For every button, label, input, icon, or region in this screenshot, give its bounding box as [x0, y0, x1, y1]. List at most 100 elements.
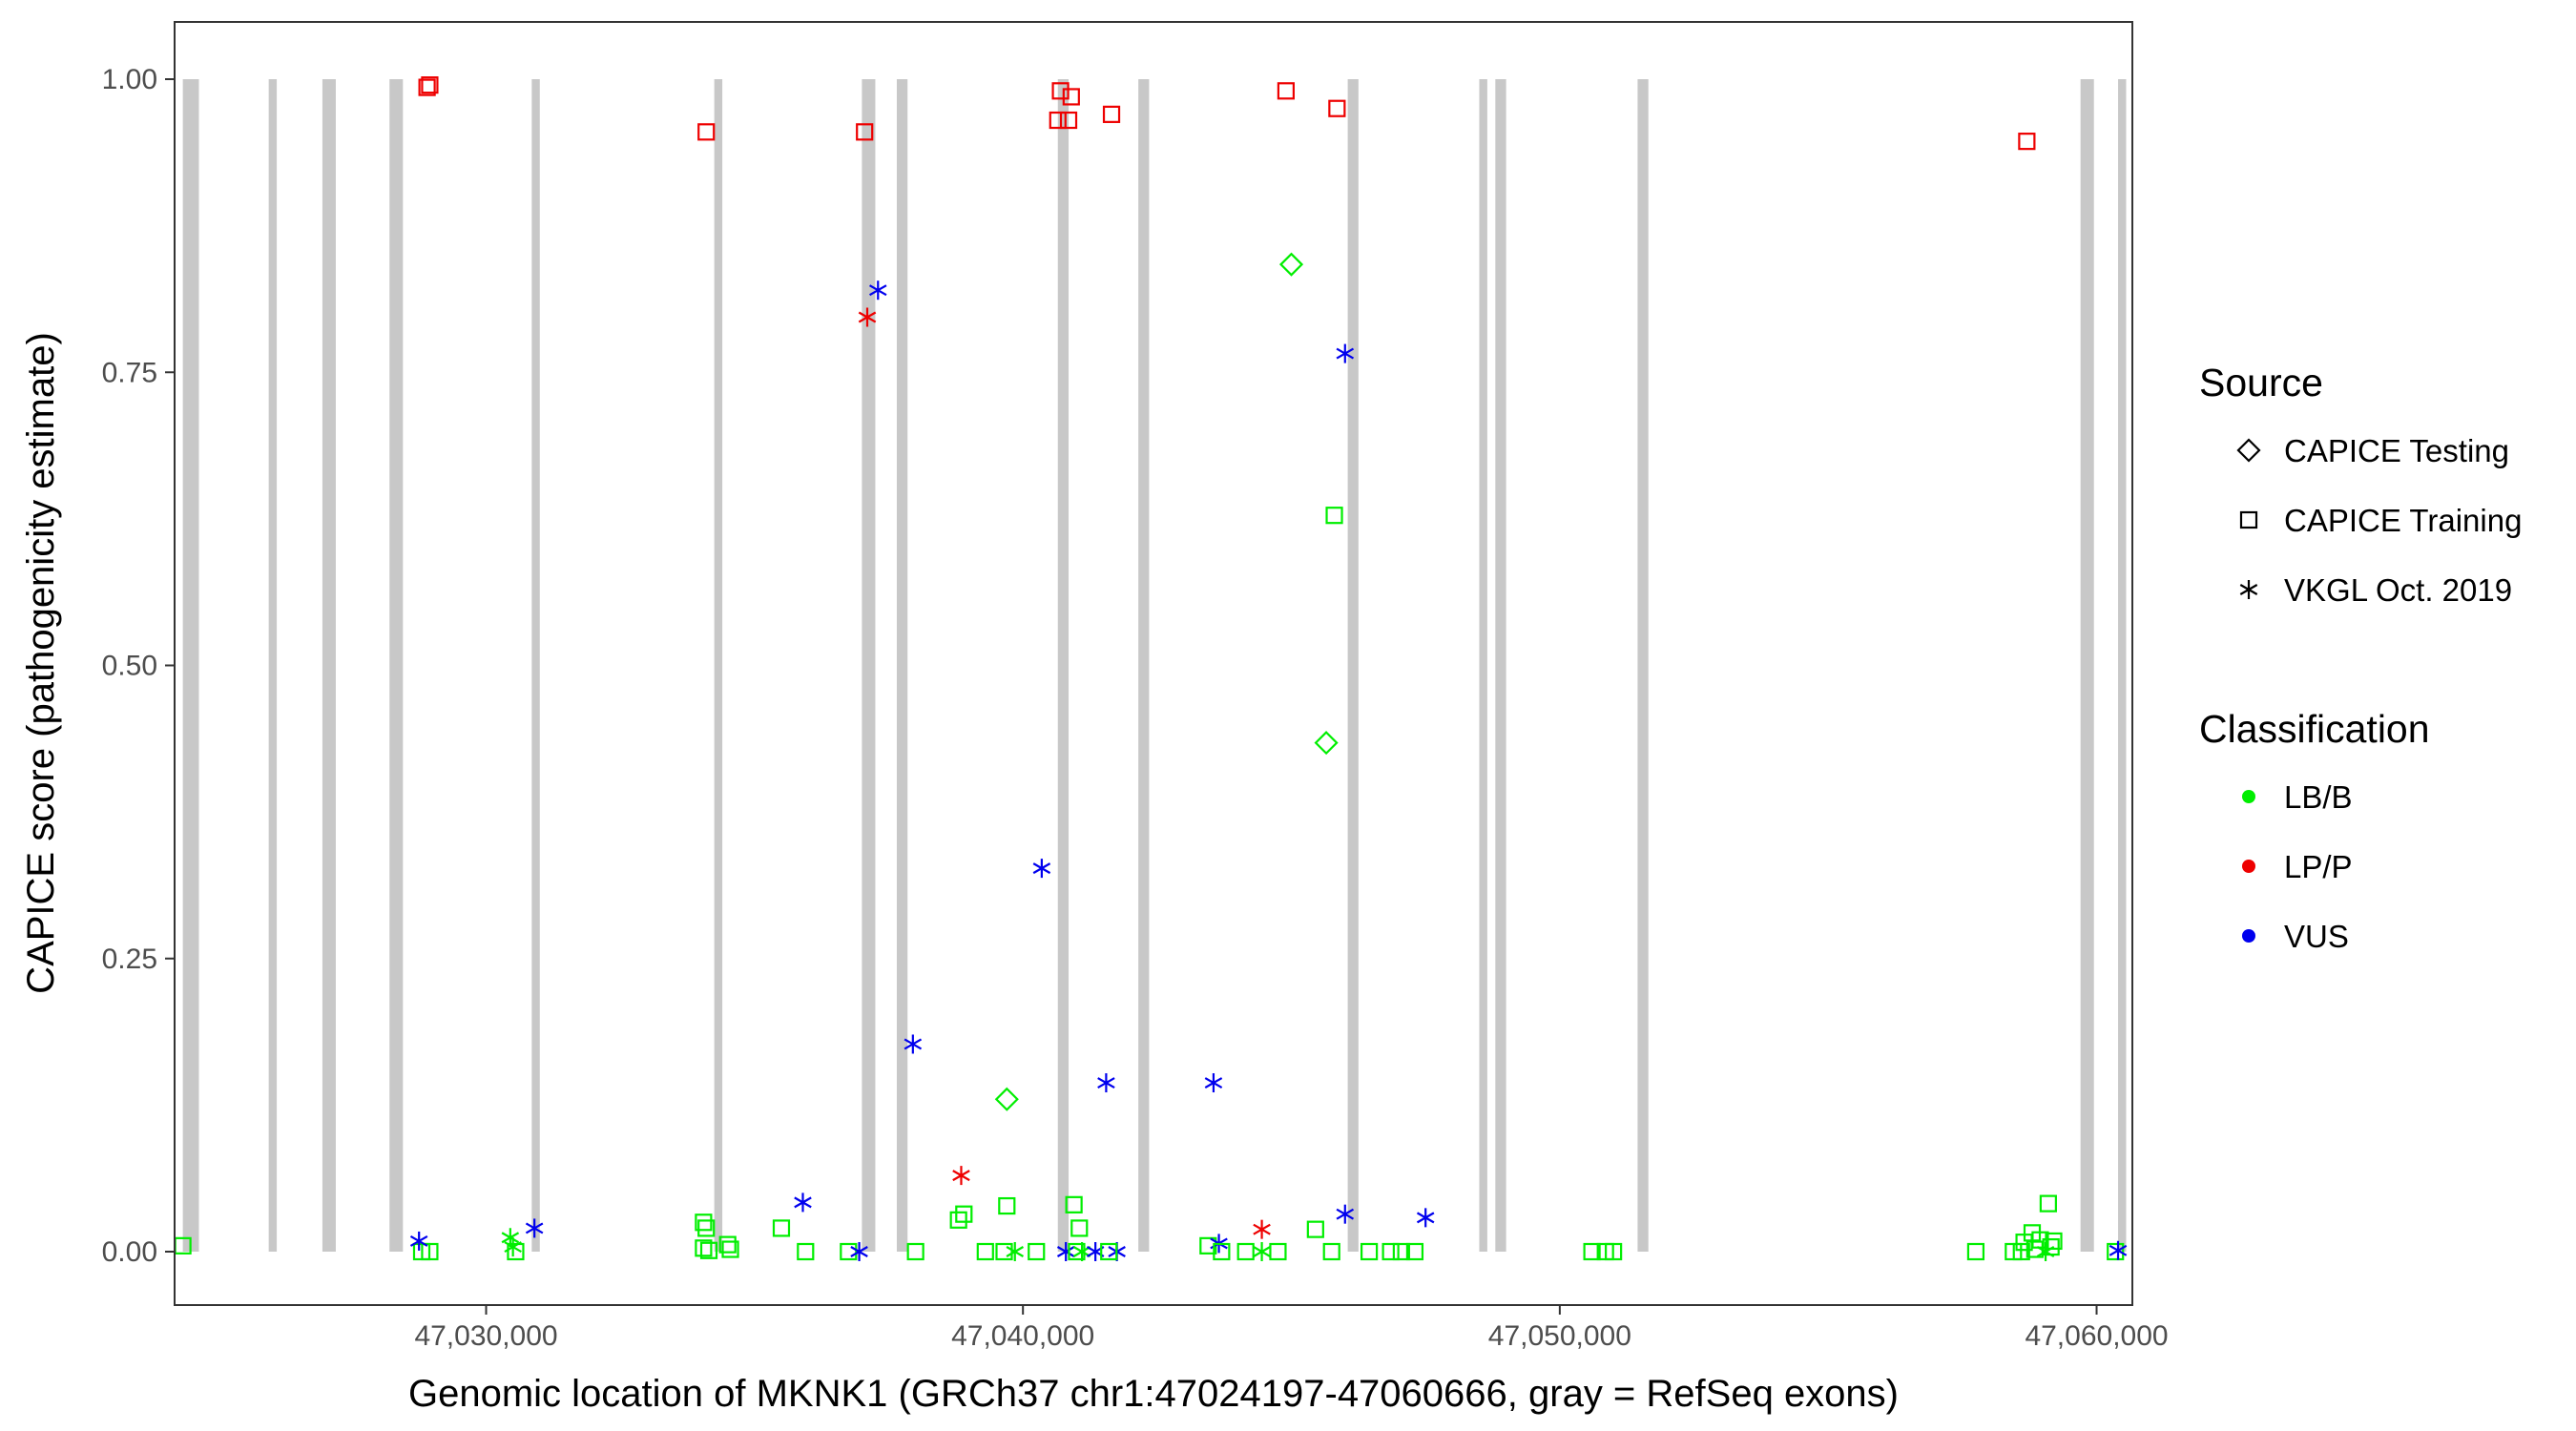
data-point	[1213, 1242, 1231, 1261]
data-point	[2045, 1232, 2063, 1251]
data-point	[856, 123, 874, 141]
exon-bars	[182, 79, 2127, 1252]
legend-label: VUS	[2284, 919, 2349, 954]
exon-bar	[1637, 79, 1649, 1252]
data-point	[718, 1235, 737, 1254]
legend-label: CAPICE Testing	[2284, 433, 2509, 468]
data-point	[1336, 1204, 1355, 1224]
data-point	[1381, 1242, 1400, 1261]
exon-bar	[531, 79, 540, 1252]
data-point	[1328, 99, 1346, 117]
data-point	[1006, 1242, 1024, 1261]
plot-background	[175, 22, 2132, 1305]
data-point	[1605, 1242, 1623, 1261]
data-point	[1361, 1242, 1379, 1261]
data-point	[858, 307, 877, 327]
legend-source-items: CAPICE Testing CAPICE Training VKGL Oct. 2…	[2236, 433, 2522, 608]
data-point	[1072, 1242, 1091, 1261]
y-tick-label: 0.50	[102, 651, 157, 682]
legend-key-dot	[2242, 790, 2255, 803]
data-points	[174, 76, 2128, 1261]
data-point	[1100, 1242, 1118, 1261]
data-point	[1416, 1208, 1435, 1228]
data-point	[797, 1242, 815, 1261]
legend-key-asterisk	[2239, 580, 2258, 599]
data-point	[1253, 1219, 1271, 1239]
data-point	[1056, 1242, 1075, 1261]
exon-bar	[2118, 79, 2127, 1252]
data-point	[2042, 1237, 2060, 1256]
x-tick-label: 47,050,000	[1488, 1320, 1631, 1352]
data-point	[699, 1241, 718, 1259]
data-point	[1059, 111, 1078, 130]
data-point	[1065, 1195, 1083, 1213]
data-point	[995, 1242, 1013, 1261]
x-tick-label: 47,060,000	[2025, 1320, 2168, 1352]
data-point	[507, 1242, 525, 1261]
exon-bar	[1347, 79, 1359, 1252]
data-point	[772, 1219, 791, 1237]
data-point	[1049, 111, 1067, 130]
data-point	[1032, 859, 1051, 879]
y-tick-label: 0.25	[102, 944, 157, 975]
exon-bar	[182, 79, 199, 1252]
data-point	[906, 1242, 924, 1261]
x-tick-label: 47,030,000	[414, 1320, 557, 1352]
legend-classification-items: LB/B LP/P VUS	[2242, 779, 2353, 954]
data-point	[1322, 1242, 1340, 1261]
data-point	[952, 1166, 970, 1186]
exon-bar	[322, 79, 336, 1252]
legend-label: CAPICE Training	[2284, 503, 2522, 538]
data-point	[695, 1239, 713, 1257]
data-point	[794, 1192, 812, 1213]
exon-bar	[1138, 79, 1150, 1252]
data-point	[1062, 88, 1080, 106]
x-tick-label: 47,040,000	[951, 1320, 1094, 1352]
legend-title-classification: Classification	[2199, 707, 2430, 751]
data-point	[2109, 1240, 2128, 1260]
data-point	[1277, 82, 1295, 100]
data-point	[1051, 82, 1070, 100]
legend-key-diamond	[2236, 438, 2261, 463]
data-point	[2039, 1194, 2057, 1213]
exon-bar	[268, 79, 278, 1252]
data-point	[421, 1242, 439, 1261]
data-point	[976, 1242, 994, 1261]
legend-key-square	[2239, 510, 2258, 529]
data-point	[2107, 1242, 2125, 1261]
exon-bar	[1495, 79, 1506, 1252]
data-point	[1278, 252, 1304, 277]
data-point	[840, 1242, 858, 1261]
data-point	[1405, 1242, 1424, 1261]
x-axis: 47,030,000 47,040,000 47,050,000 47,060,000	[414, 1305, 2169, 1352]
legend-label: LB/B	[2284, 779, 2353, 815]
legend-key-dot	[2242, 860, 2255, 873]
data-point	[904, 1034, 923, 1054]
data-point	[1070, 1219, 1089, 1237]
legend-title-source: Source	[2199, 361, 2323, 404]
exon-bar	[896, 79, 908, 1252]
data-point	[994, 1087, 1019, 1111]
data-point	[525, 1218, 544, 1238]
legend-label: VKGL Oct. 2019	[2284, 572, 2512, 608]
plot-panel-border	[174, 21, 2133, 1306]
data-point	[1306, 1220, 1324, 1238]
legend-key-dot	[2242, 929, 2255, 943]
exon-bar	[714, 79, 723, 1252]
data-point	[2018, 133, 2036, 151]
data-point	[955, 1205, 973, 1223]
data-point	[697, 123, 716, 141]
data-point	[1068, 1242, 1086, 1261]
data-point	[1269, 1242, 1287, 1261]
data-point	[2012, 1242, 2030, 1261]
data-point	[1583, 1242, 1601, 1261]
data-point	[1204, 1073, 1223, 1093]
data-point	[1392, 1242, 1410, 1261]
data-point	[1325, 507, 1343, 525]
data-point	[1102, 105, 1121, 123]
data-point	[1097, 1073, 1115, 1093]
legend-label: LP/P	[2284, 849, 2353, 884]
x-axis-title: Genomic location of MKNK1 (GRCh37 chr1:4…	[408, 1373, 1899, 1415]
data-point	[1314, 731, 1339, 756]
